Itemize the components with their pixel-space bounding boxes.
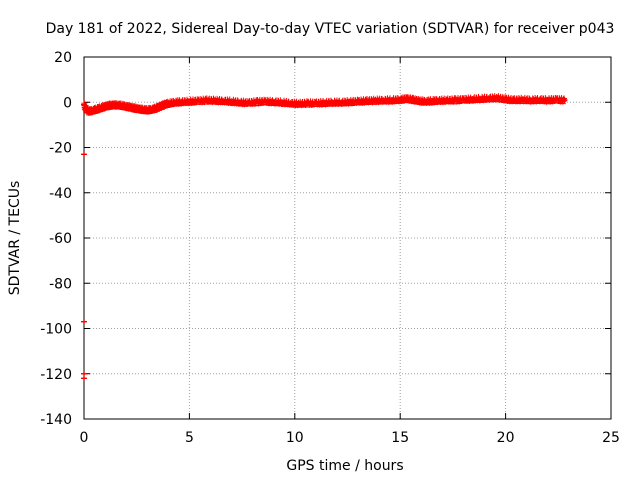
y-tick-label: -40 — [49, 186, 72, 202]
outlier-point — [81, 376, 87, 381]
x-tick-label: 15 — [391, 430, 409, 446]
data-point-dense — [560, 96, 567, 103]
x-tick-label: 20 — [497, 430, 515, 446]
y-tick-label: 0 — [63, 95, 72, 111]
x-tick-label: 25 — [602, 430, 620, 446]
y-tick-label: 20 — [54, 50, 72, 66]
grid-layer — [84, 57, 611, 419]
outlier-point — [81, 319, 87, 324]
tick-layer: 20 0 -20 -40 -60 -80 -100 -120 -140 0 5 10 15 20 25 — [40, 50, 620, 446]
outlier-point — [81, 152, 87, 157]
y-tick-label: -80 — [49, 276, 72, 292]
x-axis-label: GPS time / hours — [286, 458, 403, 474]
x-tick-label: 0 — [80, 430, 89, 446]
y-tick-label: -60 — [49, 231, 72, 247]
y-tick-label: -100 — [40, 322, 72, 338]
chart-title: Day 181 of 2022, Sidereal Day-to-day VTE… — [46, 21, 615, 37]
data-layer — [81, 93, 568, 381]
y-tick-label: -20 — [49, 141, 72, 157]
y-axis-label: SDTVAR / TECUs — [7, 181, 23, 296]
x-tick-label: 5 — [185, 430, 194, 446]
outlier-point — [81, 371, 87, 376]
y-tick-label: -140 — [40, 412, 72, 428]
x-tick-label: 10 — [286, 430, 304, 446]
y-tick-label: -120 — [40, 367, 72, 383]
data-point — [561, 96, 568, 103]
